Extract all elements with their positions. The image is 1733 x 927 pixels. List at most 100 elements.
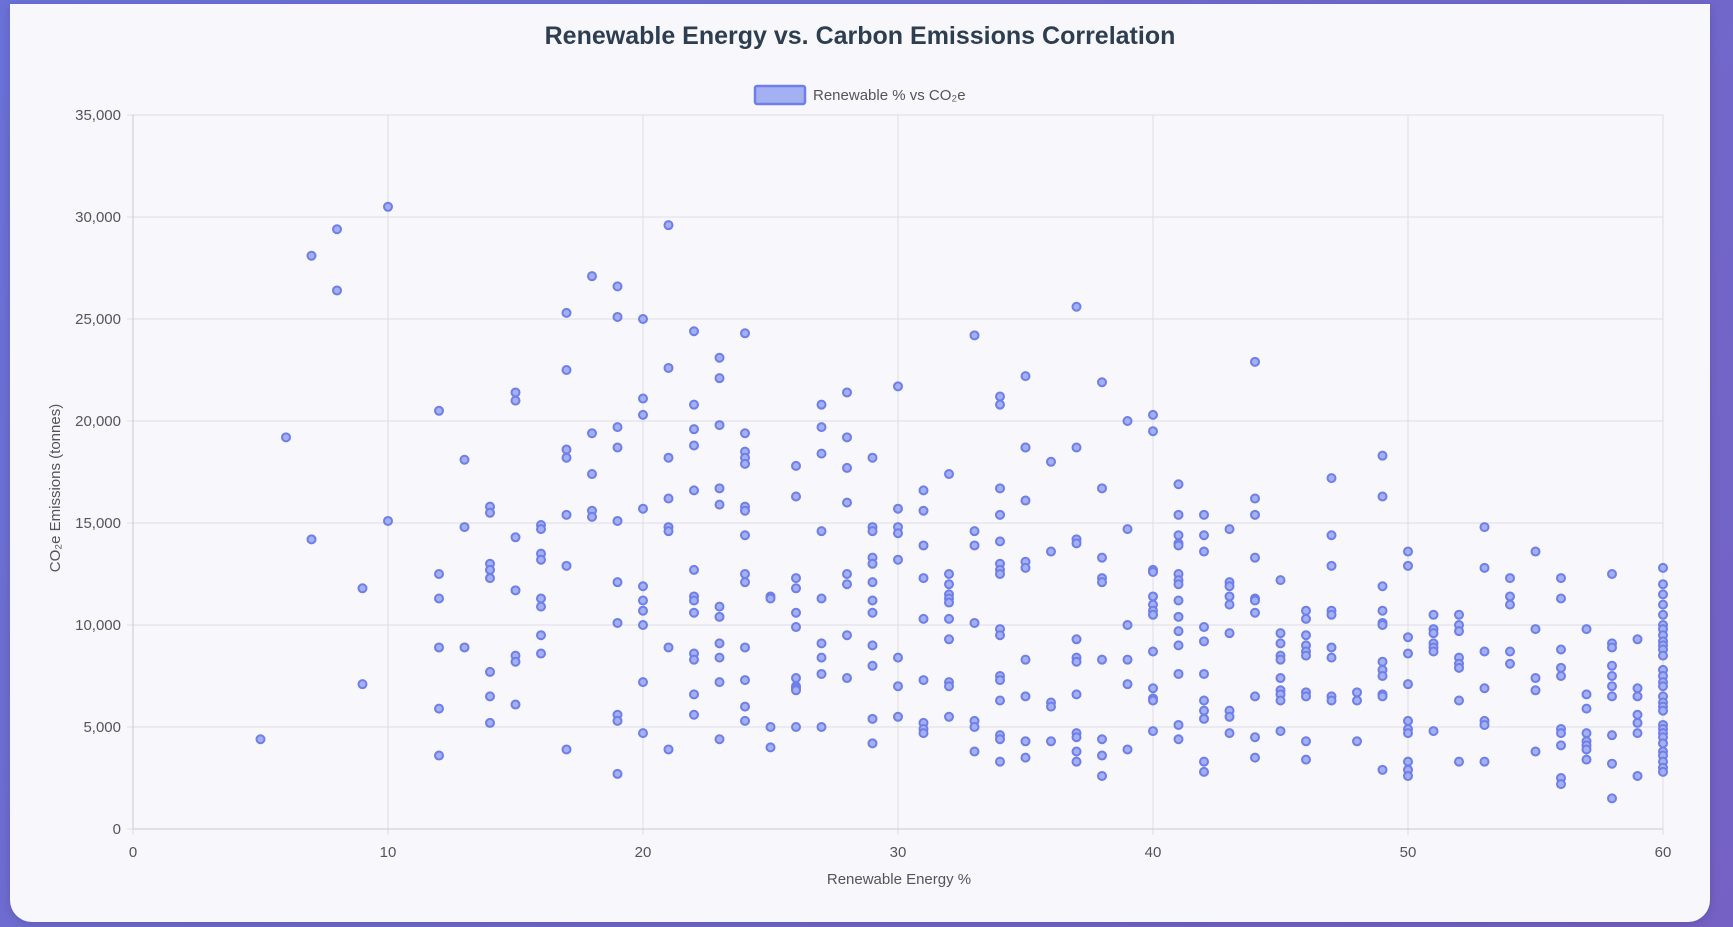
scatter-point[interactable] bbox=[1224, 728, 1235, 739]
scatter-point[interactable] bbox=[918, 728, 929, 739]
scatter-point[interactable] bbox=[510, 699, 521, 710]
scatter-point[interactable] bbox=[587, 428, 597, 439]
scatter-point[interactable] bbox=[1505, 658, 1515, 669]
scatter-point[interactable] bbox=[791, 460, 801, 471]
scatter-point[interactable] bbox=[1658, 589, 1668, 600]
scatter-point[interactable] bbox=[561, 307, 572, 318]
scatter-point[interactable] bbox=[969, 526, 980, 537]
scatter-point[interactable] bbox=[740, 569, 750, 579]
scatter-point[interactable] bbox=[995, 695, 1005, 706]
scatter-point[interactable] bbox=[1097, 654, 1107, 665]
scatter-point[interactable] bbox=[791, 673, 801, 684]
scatter-point[interactable] bbox=[612, 577, 623, 588]
scatter-point[interactable] bbox=[1658, 738, 1668, 749]
scatter-point[interactable] bbox=[893, 381, 903, 392]
scatter-point[interactable] bbox=[434, 405, 444, 416]
scatter-point[interactable] bbox=[867, 607, 878, 618]
scatter-point[interactable] bbox=[1097, 552, 1107, 563]
scatter-point[interactable] bbox=[867, 577, 878, 588]
scatter-point[interactable] bbox=[689, 689, 699, 700]
scatter-point[interactable] bbox=[791, 722, 801, 732]
scatter-point[interactable] bbox=[1658, 766, 1668, 777]
scatter-point[interactable] bbox=[1173, 734, 1184, 745]
scatter-point[interactable] bbox=[893, 528, 903, 539]
scatter-point[interactable] bbox=[816, 722, 827, 732]
scatter-point[interactable] bbox=[1224, 711, 1235, 722]
scatter-point[interactable] bbox=[638, 605, 648, 616]
scatter-point[interactable] bbox=[867, 640, 878, 651]
scatter-point[interactable] bbox=[1556, 593, 1566, 604]
scatter-point[interactable] bbox=[638, 314, 648, 324]
scatter-point[interactable] bbox=[1250, 752, 1260, 763]
scatter-point[interactable] bbox=[1581, 689, 1592, 700]
scatter-point[interactable] bbox=[1454, 662, 1464, 673]
scatter-point[interactable] bbox=[1326, 652, 1337, 663]
scatter-point[interactable] bbox=[1250, 732, 1260, 743]
scatter-point[interactable] bbox=[1148, 609, 1158, 620]
scatter-point[interactable] bbox=[1607, 691, 1617, 702]
scatter-point[interactable] bbox=[995, 734, 1005, 745]
scatter-point[interactable] bbox=[714, 611, 725, 622]
scatter-point[interactable] bbox=[434, 750, 444, 761]
scatter-point[interactable] bbox=[867, 595, 878, 606]
scatter-point[interactable] bbox=[1199, 766, 1209, 777]
scatter-point[interactable] bbox=[383, 515, 393, 526]
scatter-point[interactable] bbox=[689, 709, 699, 720]
scatter-point[interactable] bbox=[944, 579, 954, 590]
scatter-point[interactable] bbox=[1020, 442, 1031, 453]
scatter-point[interactable] bbox=[1199, 668, 1209, 679]
scatter-point[interactable] bbox=[1556, 728, 1566, 739]
scatter-point[interactable] bbox=[1122, 744, 1133, 755]
scatter-point[interactable] bbox=[1071, 756, 1082, 767]
scatter-point[interactable] bbox=[995, 391, 1005, 402]
scatter-point[interactable] bbox=[561, 744, 572, 755]
scatter-point[interactable] bbox=[612, 768, 623, 779]
scatter-point[interactable] bbox=[816, 448, 827, 459]
scatter-point[interactable] bbox=[1097, 750, 1107, 761]
scatter-point[interactable] bbox=[1454, 695, 1464, 706]
scatter-point[interactable] bbox=[1505, 599, 1515, 610]
scatter-point[interactable] bbox=[1556, 573, 1566, 584]
scatter-point[interactable] bbox=[893, 503, 903, 514]
scatter-point[interactable] bbox=[689, 485, 699, 496]
scatter-point[interactable] bbox=[1097, 377, 1107, 388]
scatter-point[interactable] bbox=[1071, 689, 1082, 700]
scatter-point[interactable] bbox=[816, 422, 827, 433]
scatter-point[interactable] bbox=[689, 564, 699, 575]
scatter-point[interactable] bbox=[1479, 756, 1490, 767]
scatter-point[interactable] bbox=[1173, 530, 1184, 541]
scatter-point[interactable] bbox=[1224, 628, 1235, 639]
scatter-point[interactable] bbox=[485, 507, 495, 518]
scatter-point[interactable] bbox=[1250, 607, 1260, 618]
scatter-point[interactable] bbox=[1275, 726, 1286, 737]
scatter-point[interactable] bbox=[332, 285, 342, 296]
scatter-point[interactable] bbox=[1301, 736, 1311, 747]
scatter-point[interactable] bbox=[1097, 770, 1107, 781]
scatter-point[interactable] bbox=[1326, 695, 1337, 706]
scatter-point[interactable] bbox=[587, 271, 597, 282]
scatter-point[interactable] bbox=[383, 201, 393, 212]
scatter-point[interactable] bbox=[714, 499, 725, 510]
scatter-point[interactable] bbox=[1658, 579, 1668, 590]
scatter-point[interactable] bbox=[689, 424, 699, 435]
scatter-point[interactable] bbox=[1071, 634, 1082, 645]
scatter-point[interactable] bbox=[1250, 509, 1260, 520]
scatter-point[interactable] bbox=[536, 630, 546, 641]
scatter-point[interactable] bbox=[1199, 705, 1209, 716]
scatter-point[interactable] bbox=[1479, 683, 1490, 694]
scatter-point[interactable] bbox=[1122, 654, 1133, 665]
scatter-point[interactable] bbox=[1658, 650, 1668, 661]
scatter-point[interactable] bbox=[765, 593, 776, 604]
scatter-point[interactable] bbox=[281, 432, 291, 443]
scatter-point[interactable] bbox=[1377, 605, 1388, 616]
scatter-point[interactable] bbox=[1479, 522, 1490, 533]
scatter-point[interactable] bbox=[1658, 609, 1668, 620]
scatter-point[interactable] bbox=[1581, 744, 1592, 755]
scatter-point[interactable] bbox=[434, 642, 444, 653]
scatter-point[interactable] bbox=[995, 483, 1005, 494]
scatter-point[interactable] bbox=[1122, 416, 1133, 426]
scatter-point[interactable] bbox=[1301, 754, 1311, 765]
scatter-point[interactable] bbox=[714, 352, 725, 363]
scatter-point[interactable] bbox=[1224, 599, 1235, 610]
scatter-point[interactable] bbox=[918, 505, 929, 516]
